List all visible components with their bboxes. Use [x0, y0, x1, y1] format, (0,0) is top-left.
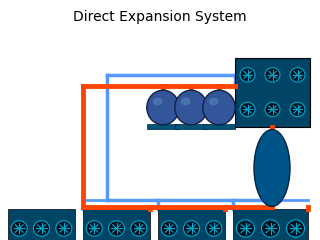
- Bar: [158, 209, 225, 240]
- Ellipse shape: [254, 130, 290, 206]
- Ellipse shape: [209, 98, 219, 105]
- Ellipse shape: [175, 90, 207, 125]
- Circle shape: [34, 221, 50, 236]
- Bar: [147, 124, 179, 129]
- Circle shape: [290, 68, 305, 82]
- Ellipse shape: [181, 98, 190, 105]
- Circle shape: [206, 221, 222, 236]
- Circle shape: [161, 221, 177, 236]
- Circle shape: [240, 68, 255, 82]
- Circle shape: [265, 102, 280, 117]
- Circle shape: [11, 221, 27, 236]
- Ellipse shape: [147, 90, 179, 125]
- Bar: [83, 209, 150, 240]
- Ellipse shape: [153, 98, 163, 105]
- Circle shape: [290, 102, 305, 117]
- Ellipse shape: [203, 90, 235, 125]
- Text: Direct Expansion System: Direct Expansion System: [73, 10, 247, 24]
- Circle shape: [261, 220, 279, 237]
- Circle shape: [240, 102, 255, 117]
- Circle shape: [86, 221, 102, 236]
- Circle shape: [286, 220, 305, 237]
- Circle shape: [236, 220, 254, 237]
- Circle shape: [131, 221, 147, 236]
- Bar: [233, 209, 308, 240]
- Circle shape: [265, 68, 280, 82]
- Circle shape: [183, 221, 200, 236]
- Circle shape: [56, 221, 72, 236]
- Bar: [235, 58, 310, 127]
- Bar: [203, 124, 235, 129]
- Bar: [8, 209, 75, 240]
- Circle shape: [108, 221, 124, 236]
- Bar: [175, 124, 207, 129]
